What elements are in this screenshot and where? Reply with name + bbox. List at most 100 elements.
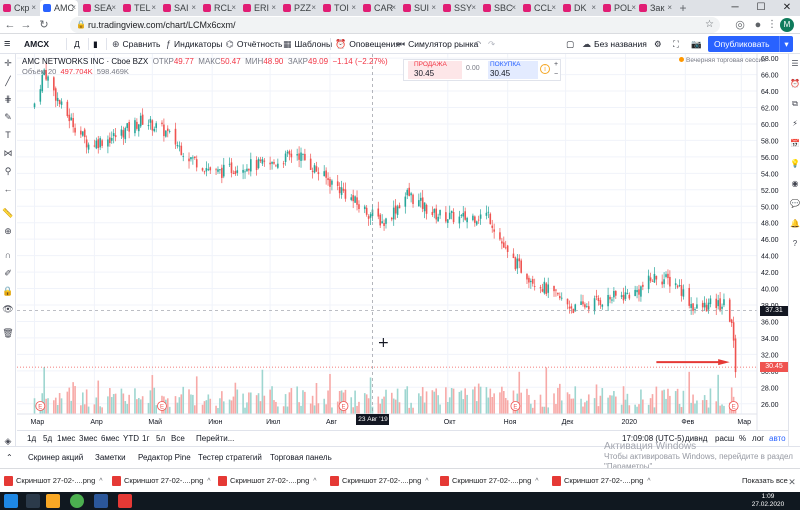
range-button[interactable]: Все: [171, 434, 185, 443]
range-button[interactable]: 1д: [27, 434, 37, 443]
close-tab-icon[interactable]: ×: [631, 3, 636, 12]
interval-button[interactable]: Д: [74, 39, 80, 49]
eye-icon[interactable]: 👁: [2, 304, 14, 314]
url-field[interactable]: 🔒 ru.tradingview.com/chart/LCMx6cxm/ ☆: [70, 17, 720, 33]
back-arrow-icon[interactable]: ←: [4, 19, 16, 31]
main-menu-icon[interactable]: ≡: [4, 38, 11, 50]
buy-button[interactable]: ПОКУПКА 30.45: [488, 61, 538, 79]
range-button[interactable]: 6мес: [101, 434, 120, 443]
download-item[interactable]: Скриншот 27-02-....png ^: [112, 474, 211, 488]
maximize-window-button[interactable]: ☐: [756, 2, 766, 13]
browser-tab[interactable]: CCL ×: [520, 0, 558, 16]
close-tab-icon[interactable]: ×: [231, 3, 236, 12]
symbol-search-button[interactable]: AMCX: [24, 39, 50, 49]
browser-tab[interactable]: SSY ×: [440, 0, 478, 16]
chevron-up-icon[interactable]: ^: [207, 478, 211, 485]
show-all-downloads-button[interactable]: Показать все: [742, 476, 788, 485]
redo-icon[interactable]: ↷: [488, 39, 496, 49]
range-button[interactable]: 5л: [156, 434, 166, 443]
financials-button[interactable]: ⌬ Отчётность: [226, 39, 283, 49]
time-zone-label[interactable]: 17:09:08 (UTC-5): [622, 434, 685, 443]
close-tab-icon[interactable]: ×: [351, 3, 356, 12]
pdf-reader-icon[interactable]: [118, 494, 132, 508]
close-tab-icon[interactable]: ×: [271, 3, 276, 12]
explorer-icon[interactable]: [46, 494, 60, 508]
browser-tab[interactable]: RCL ×: [200, 0, 238, 16]
layout-select-icon[interactable]: ▢: [566, 39, 575, 49]
browser-tab[interactable]: SAI ×: [160, 0, 198, 16]
close-window-button[interactable]: ✕: [782, 2, 792, 13]
download-item[interactable]: Скриншот 27-02-....png ^: [552, 474, 651, 488]
log-scale-toggle[interactable]: лог: [752, 434, 765, 443]
range-button[interactable]: 5д: [43, 434, 53, 443]
replay-button[interactable]: ⏮ Симулятор рынка: [397, 39, 479, 49]
prediction-tool-icon[interactable]: ⚲: [4, 166, 12, 176]
data-window-icon[interactable]: ⧉: [792, 99, 798, 108]
chevron-up-icon[interactable]: ^: [647, 478, 651, 485]
reload-icon[interactable]: ↻: [39, 19, 49, 31]
close-tab-icon[interactable]: ×: [31, 3, 36, 12]
browser-tab[interactable]: TEL ×: [120, 0, 158, 16]
alerts-clock-icon[interactable]: ⏰: [790, 79, 800, 88]
pattern-tool-icon[interactable]: ⋈: [3, 148, 13, 158]
chevron-down-icon[interactable]: ▾: [779, 36, 793, 52]
settings-gear-icon[interactable]: ⚙: [654, 39, 662, 49]
candle-style-icon[interactable]: ▮: [93, 39, 98, 49]
close-tab-icon[interactable]: ×: [591, 3, 596, 12]
chrome-icon[interactable]: [70, 494, 84, 508]
auto-scale-toggle[interactable]: авто: [769, 434, 786, 443]
adjust-dividends-toggle[interactable]: дивнд: [685, 434, 708, 443]
bottom-tab[interactable]: Заметки: [95, 453, 126, 462]
range-button[interactable]: 1мес: [57, 434, 76, 443]
browser-tab[interactable]: SUI ×: [400, 0, 438, 16]
chevron-up-icon[interactable]: ^: [535, 478, 539, 485]
chevron-up-icon[interactable]: ^: [425, 478, 429, 485]
close-tab-icon[interactable]: ×: [391, 3, 396, 12]
calendar-icon[interactable]: 📅: [790, 139, 800, 148]
close-tab-icon[interactable]: ×: [191, 3, 196, 12]
goto-date-button[interactable]: Перейти...: [196, 434, 235, 443]
browser-tab[interactable]: POL ×: [600, 0, 638, 16]
range-button[interactable]: YTD: [123, 434, 139, 443]
fullscreen-icon[interactable]: ⛶: [673, 39, 679, 49]
browser-tab[interactable]: Зак ×: [636, 0, 674, 16]
text-tool-icon[interactable]: T: [5, 130, 11, 140]
start-button-icon[interactable]: [4, 494, 18, 508]
lock-icon[interactable]: 🔒: [2, 286, 14, 296]
ruler-icon[interactable]: 📏: [2, 208, 14, 218]
compare-button[interactable]: ⊕ Сравнить: [112, 39, 161, 49]
download-item[interactable]: Скриншот 27-02-....png ^: [440, 474, 539, 488]
close-downloads-icon[interactable]: ✕: [788, 477, 796, 487]
close-tab-icon[interactable]: ×: [311, 3, 316, 12]
help-icon[interactable]: ?: [792, 239, 798, 248]
layout-name-button[interactable]: ☁ Без названия: [582, 39, 647, 49]
bottom-tab[interactable]: Скринер акций: [28, 453, 84, 462]
bottom-tab[interactable]: Тестер стратегий: [198, 453, 262, 462]
profile-avatar[interactable]: M: [780, 18, 794, 32]
browser-tab[interactable]: PZZ ×: [280, 0, 318, 16]
account-icon[interactable]: ●: [754, 19, 762, 31]
camera-snapshot-icon[interactable]: 📷: [691, 39, 702, 49]
watchlist-icon[interactable]: ☰: [791, 59, 799, 68]
close-tab-icon[interactable]: ×: [667, 3, 672, 12]
chevron-up-icon[interactable]: ^: [313, 478, 317, 485]
download-item[interactable]: Скриншот 27-02-....png ^: [4, 474, 103, 488]
range-button[interactable]: 3мес: [79, 434, 98, 443]
browser-tab[interactable]: AMC ×: [40, 0, 78, 16]
close-tab-icon[interactable]: ×: [71, 3, 76, 12]
indicators-button[interactable]: ƒ Индикаторы: [166, 39, 223, 49]
download-item[interactable]: Скриншот 27-02-....png ^: [218, 474, 317, 488]
ideas-icon[interactable]: 💡: [790, 159, 800, 168]
crosshair-tool-icon[interactable]: ✛: [4, 58, 12, 68]
info-icon[interactable]: i: [540, 64, 550, 74]
brush-tool-icon[interactable]: ✎: [4, 112, 12, 122]
magnet-icon[interactable]: ∩: [4, 250, 12, 260]
close-tab-icon[interactable]: ×: [111, 3, 116, 12]
task-view-icon[interactable]: [26, 494, 40, 508]
plus-minus-stepper[interactable]: + −: [554, 61, 559, 78]
zoom-in-icon[interactable]: ⊕: [4, 226, 12, 236]
browser-tab[interactable]: DK ×: [560, 0, 598, 16]
range-button[interactable]: 1г: [142, 434, 150, 443]
bottom-tab[interactable]: Торговая панель: [270, 453, 332, 462]
